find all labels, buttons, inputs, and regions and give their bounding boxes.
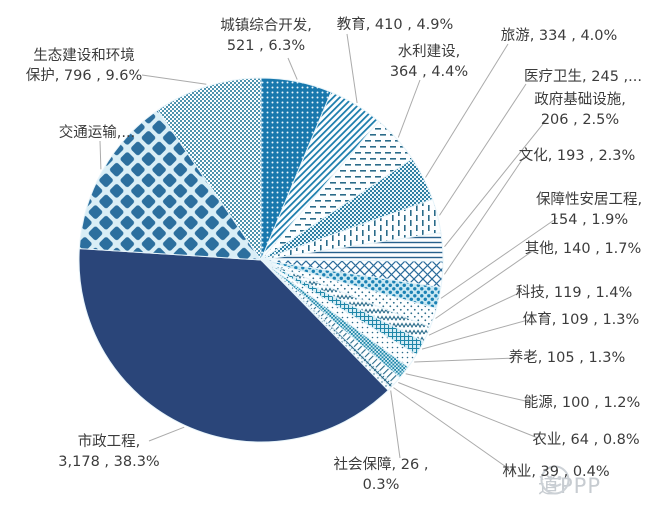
slice-label-能源: 能源, 100 , 1.2%	[524, 393, 641, 413]
leader-line-水利建设	[397, 79, 421, 138]
slice-label-line: 生态建设和环境	[33, 48, 135, 64]
slice-label-林业: 林业, 39 , 0.4%	[502, 462, 609, 482]
leader-line-文化	[443, 156, 525, 275]
leader-line-旅游	[425, 43, 509, 178]
slice-label-水利建设: 水利建设, 364 , 4.4%	[390, 42, 468, 82]
slice-label-医疗卫生: 医疗卫生, 245 ,...	[524, 67, 642, 87]
leader-line-市政工程	[148, 426, 185, 442]
slice-label-体育: 体育, 109 , 1.3%	[523, 310, 640, 330]
slice-label-line: 政府基础设施,	[534, 92, 626, 108]
slice-label-line: 医疗卫生, 245 ,...	[524, 69, 642, 85]
slice-label-交通运输: 交通运输,...	[59, 123, 135, 143]
slice-label-line: 其他, 140 , 1.7%	[524, 241, 642, 257]
leader-line-城镇综合开发	[287, 57, 298, 80]
leader-line-社会保障	[390, 390, 401, 459]
slice-label-line: 521 , 6.3%	[226, 38, 306, 54]
leader-line-生态建设和环境保护	[141, 74, 207, 85]
watermark: 道PPP	[538, 463, 656, 507]
slice-label-line: 体育, 109 , 1.3%	[522, 312, 640, 328]
slice-label-农业: 农业, 64 , 0.8%	[532, 430, 639, 450]
slice-label-line: 364 , 4.4%	[389, 64, 469, 80]
leader-line-能源	[405, 373, 531, 403]
leader-line-交通运输	[99, 140, 102, 170]
slice-label-line: 社会保障, 26 ,	[333, 457, 429, 473]
leader-line-医疗卫生	[439, 83, 527, 216]
leader-line-其他	[435, 249, 535, 319]
slice-label-line: 文化, 193 , 2.3%	[518, 148, 636, 164]
pie-slice-交通运输	[78, 109, 262, 261]
slice-label-城镇综合开发: 城镇综合开发, 521 , 6.3%	[220, 16, 312, 56]
slice-label-line: 水利建设,	[397, 44, 461, 60]
slice-label-其他: 其他, 140 , 1.7%	[525, 239, 642, 259]
slice-label-line: 科技, 119 , 1.4%	[515, 285, 633, 301]
slice-label-line: 养老, 105 , 1.3%	[508, 350, 626, 366]
slice-label-文化: 文化, 193 , 2.3%	[519, 146, 636, 166]
leader-line-养老	[414, 357, 517, 363]
slice-label-保障性安居工程: 保障性安居工程, 154 , 1.9%	[536, 190, 642, 230]
pie-slices	[78, 77, 444, 443]
leader-lines	[99, 33, 558, 470]
slice-label-旅游: 旅游, 334 , 4.0%	[501, 26, 618, 46]
slice-label-line: 154 , 1.9%	[549, 212, 629, 228]
slice-label-line: 保障性安居工程,	[535, 192, 643, 208]
pie-slice-市政工程	[78, 248, 389, 443]
slice-label-line: 保护, 796 , 9.6%	[25, 68, 143, 84]
leader-line-体育	[421, 319, 529, 350]
slice-label-line: 林业, 39 , 0.4%	[502, 464, 610, 480]
slice-label-line: 城镇综合开发,	[220, 18, 312, 34]
leader-line-农业	[398, 382, 539, 439]
slice-label-政府基础设施: 政府基础设施, 206 , 2.5%	[534, 90, 626, 130]
slice-label-line: 3,178 , 38.3%	[58, 454, 160, 470]
slice-label-line: 农业, 64 , 0.8%	[532, 432, 640, 448]
leader-line-政府基础设施	[444, 118, 548, 248]
slice-label-line: 旅游, 334 , 4.0%	[500, 28, 618, 44]
leader-line-科技	[428, 292, 520, 336]
slice-label-line: 206 , 2.5%	[540, 112, 620, 128]
slice-label-教育: 教育, 410 , 4.9%	[337, 15, 454, 35]
slice-label-line: 0.3%	[362, 477, 400, 493]
leader-line-教育	[346, 33, 358, 104]
slice-label-line: 交通运输,...	[58, 125, 136, 141]
slice-label-line: 市政工程,	[77, 434, 141, 450]
slice-label-line: 能源, 100 , 1.2%	[523, 395, 641, 411]
slice-label-社会保障: 社会保障, 26 , 0.3%	[334, 455, 429, 495]
brand-logo-icon	[540, 465, 570, 495]
slice-label-养老: 养老, 105 , 1.3%	[509, 348, 626, 368]
slice-label-line: 教育, 410 , 4.9%	[336, 17, 454, 33]
leader-line-保障性安居工程	[440, 217, 558, 299]
slice-label-市政工程: 市政工程, 3,178 , 38.3%	[58, 432, 159, 472]
leader-line-林业	[393, 387, 510, 470]
pie-slice-生态建设和环境保护	[157, 77, 262, 262]
slice-label-科技: 科技, 119 , 1.4%	[516, 283, 633, 303]
slice-label-生态建设和环境保护: 生态建设和环境 保护, 796 , 9.6%	[26, 46, 143, 86]
